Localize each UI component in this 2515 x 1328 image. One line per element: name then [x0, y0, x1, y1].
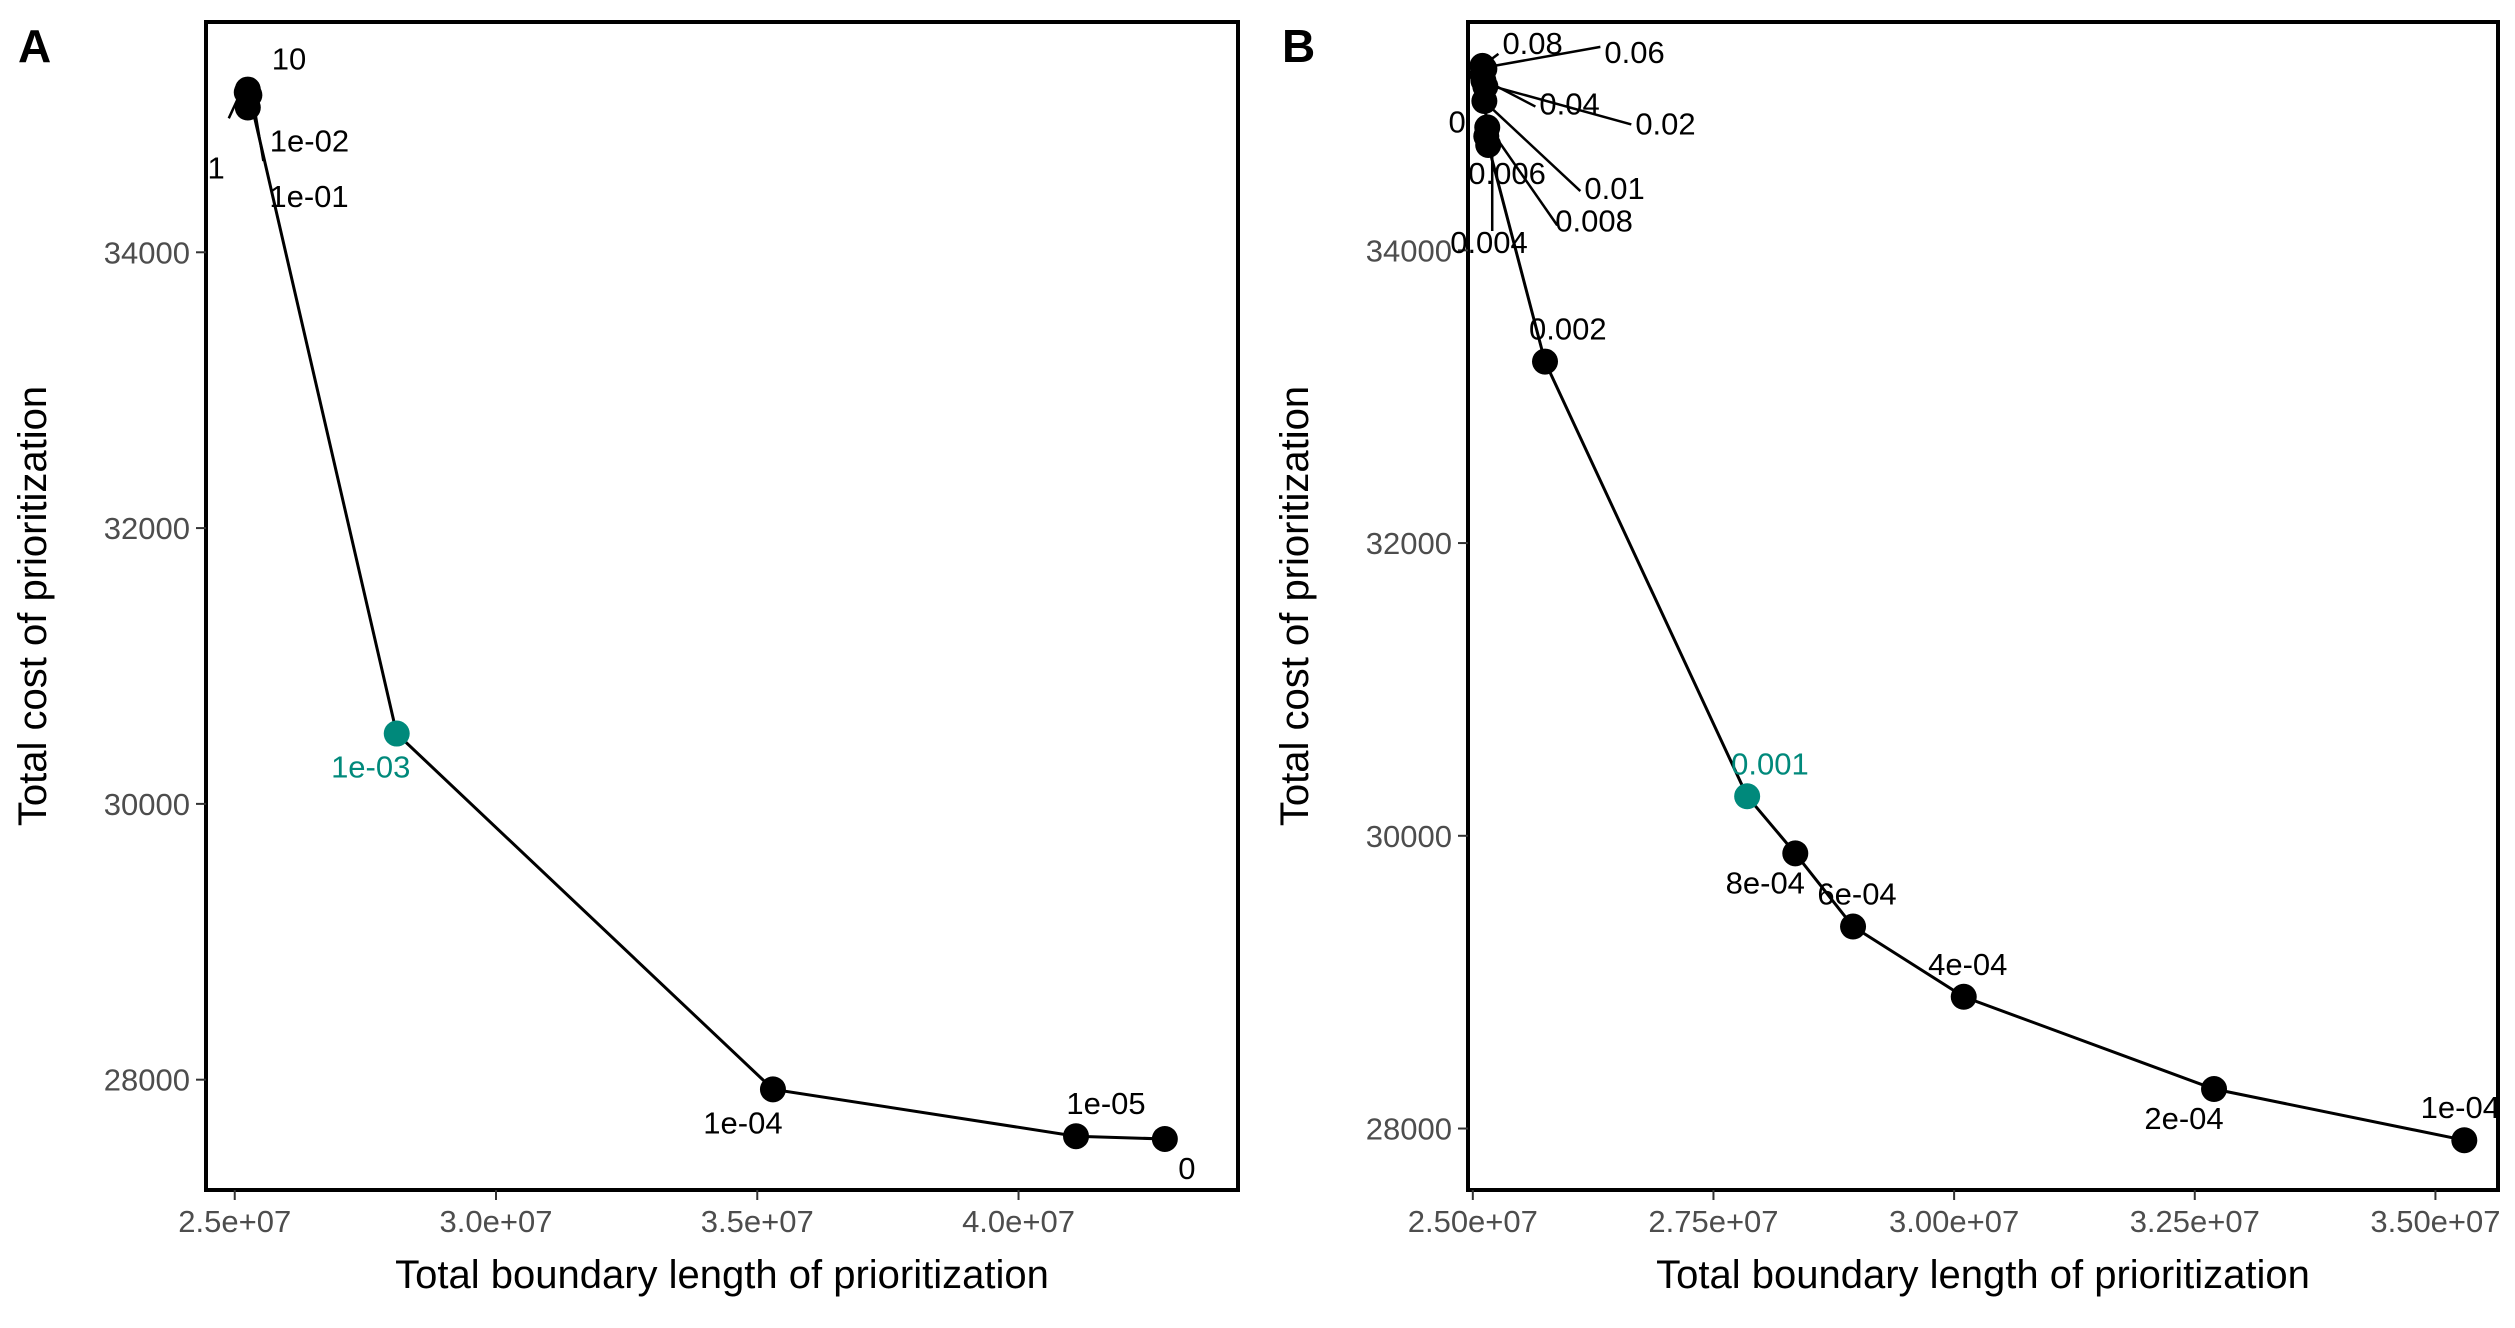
data-point-label: 1e-04 [2421, 1090, 2500, 1125]
data-point-label: 0 [1448, 105, 1465, 140]
data-point-label: 1 [208, 150, 225, 185]
data-point-label: 0.004 [1450, 225, 1528, 260]
x-tick-label: 3.25e+07 [2130, 1204, 2260, 1239]
data-point [2451, 1127, 2478, 1154]
x-tick-label: 3.0e+07 [440, 1204, 553, 1239]
panel-border [1466, 20, 2500, 1192]
data-point-label: 0.002 [1529, 312, 1607, 347]
data-point [234, 94, 261, 121]
panel-border [204, 20, 1240, 1192]
data-point [1151, 1125, 1178, 1152]
data-point-label: 0.04 [1539, 87, 1599, 122]
y-tick-label: 34000 [1366, 233, 1452, 268]
y-tick-label: 30000 [104, 787, 190, 822]
label-leader-line [1492, 132, 1559, 227]
y-axis-title: Total cost of prioritization [11, 386, 55, 826]
label-leader-line [1492, 85, 1632, 126]
x-axis-title: Total boundary length of prioritization [1656, 1253, 2310, 1297]
x-tick-label: 3.50e+07 [2370, 1204, 2500, 1239]
y-tick-label: 30000 [1366, 819, 1452, 854]
data-point-label: 1e-02 [270, 123, 349, 158]
data-point [1950, 983, 1977, 1010]
y-tick-label: 28000 [1366, 1112, 1452, 1147]
data-point-label: 0.006 [1468, 156, 1546, 191]
data-point [1840, 913, 1867, 940]
y-tick-label: 28000 [104, 1063, 190, 1098]
x-tick-label: 2.50e+07 [1408, 1204, 1538, 1239]
data-point [1475, 131, 1502, 158]
y-axis-title: Total cost of prioritization [1273, 386, 1317, 826]
data-point [383, 720, 410, 747]
data-point [1734, 783, 1761, 810]
data-point-label: 8e-04 [1726, 865, 1805, 900]
data-point-label: 2e-04 [2144, 1101, 2223, 1136]
panel-a: 2.5e+07 3.0e+07 3.5e+07 4.0e+07 28000 30000 32… [11, 20, 1240, 1297]
y-tick-label: 34000 [104, 235, 190, 270]
data-point [1532, 348, 1559, 375]
x-tick-label: 3.5e+07 [701, 1204, 814, 1239]
x-axis-title: Total boundary length of prioritization [395, 1253, 1049, 1297]
data-point-label: 1e-03 [331, 750, 410, 785]
label-leader-line [1488, 45, 1601, 69]
data-point-label: 0.008 [1555, 203, 1633, 238]
data-point-label: 0.06 [1604, 35, 1664, 70]
data-point [1782, 840, 1809, 867]
y-tick-label: 32000 [1366, 526, 1452, 561]
panel-b: 2.50e+07 2.75e+07 3.00e+07 3.25e+07 3.50e+07… [1273, 20, 2501, 1297]
data-point-label: 1e-01 [269, 179, 348, 214]
data-point [1063, 1123, 1090, 1150]
x-tick-label: 3.00e+07 [1889, 1204, 2019, 1239]
x-tick-label: 4.0e+07 [962, 1204, 1075, 1239]
data-point-label: 0.02 [1635, 106, 1695, 141]
panel-tag: A [18, 20, 51, 72]
data-point [759, 1076, 786, 1103]
data-point [2201, 1076, 2228, 1103]
data-point-label: 0 [1178, 1151, 1195, 1186]
data-point-label: 6e-04 [1817, 877, 1896, 912]
x-tick-label: 2.75e+07 [1648, 1204, 1778, 1239]
data-point-label: 0.01 [1584, 171, 1644, 206]
panel-tag: B [1282, 20, 1315, 72]
y-tick-label: 32000 [104, 511, 190, 546]
data-point-label: 1e-04 [703, 1105, 782, 1140]
data-point-label: 1e-05 [1066, 1086, 1145, 1121]
data-point-label: 4e-04 [1928, 947, 2007, 982]
data-point-label: 0.001 [1731, 746, 1809, 781]
data-point-label: 10 [272, 42, 306, 77]
label-leader-line [1489, 106, 1582, 192]
x-tick-label: 2.5e+07 [178, 1204, 291, 1239]
